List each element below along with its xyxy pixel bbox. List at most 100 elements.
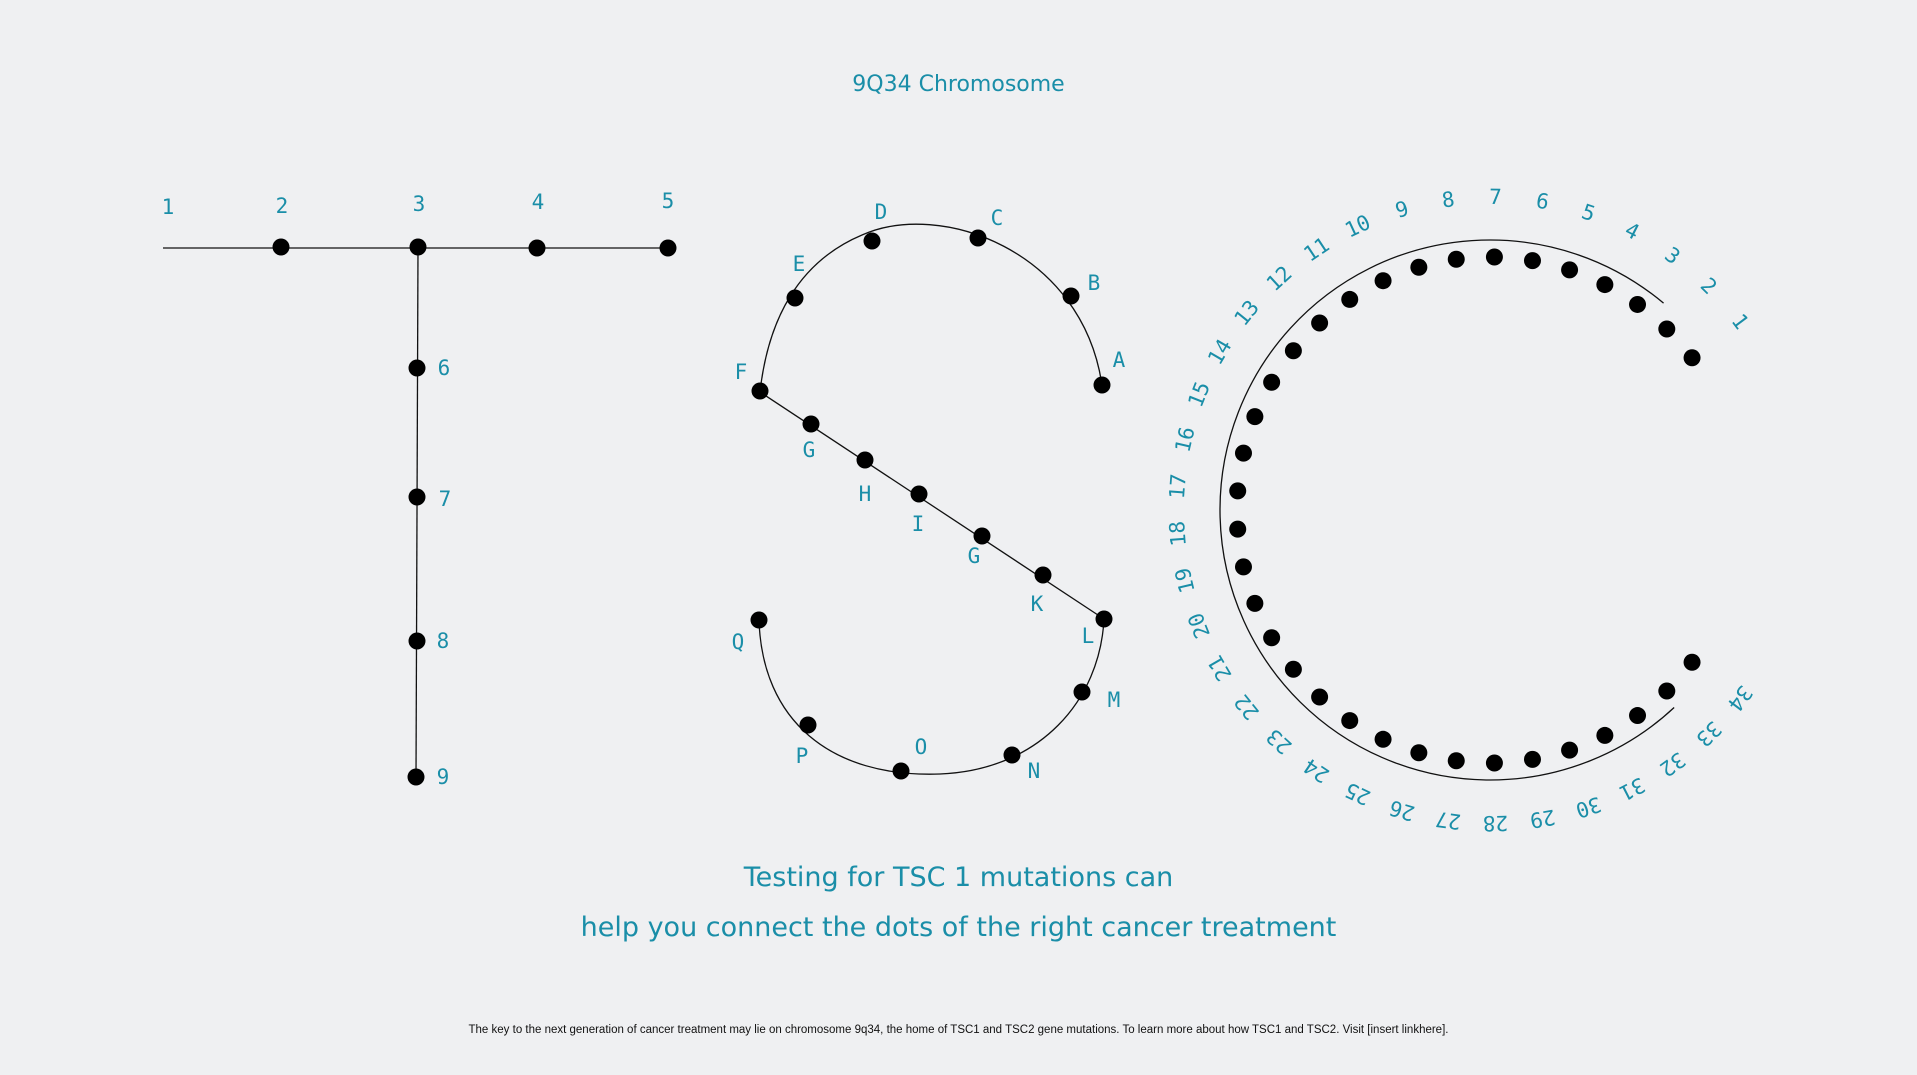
c-label-26: 26	[1386, 795, 1417, 825]
c-label-30: 30	[1573, 792, 1605, 823]
c-dot-22	[1284, 660, 1302, 678]
c-label-27: 27	[1434, 807, 1462, 834]
c-dot-18	[1229, 520, 1247, 538]
c-dot-32	[1629, 707, 1647, 725]
c-label-4: 4	[1621, 218, 1643, 245]
t-label-9: 9	[437, 765, 450, 789]
t-label-2: 2	[276, 194, 289, 218]
c-label-32: 32	[1655, 747, 1690, 781]
c-label-11: 11	[1299, 232, 1333, 266]
s-dot-17	[750, 611, 768, 629]
labels-layer: 1 2 3 4 56789ABCDEFGHIGKLMNOPQ12345678910111…	[162, 185, 1757, 835]
s-dot-8	[856, 451, 874, 469]
headline-line-2: help you connect the dots of the right c…	[580, 912, 1337, 943]
c-label-28: 28	[1483, 811, 1509, 835]
c-label-31: 31	[1615, 772, 1648, 805]
s-dot-11	[1034, 566, 1052, 584]
c-dot-14	[1263, 373, 1281, 391]
s-label-1: A	[1113, 348, 1126, 372]
s-label-5: E	[793, 252, 806, 276]
c-dot-11	[1341, 290, 1359, 308]
s-dot-2	[1062, 287, 1080, 305]
c-dot-21	[1263, 629, 1281, 647]
s-label-16: P	[796, 744, 809, 768]
c-label-1: 1	[1727, 309, 1754, 334]
c-dot-10	[1374, 272, 1392, 290]
s-dot-10	[973, 527, 991, 545]
c-label-25: 25	[1341, 777, 1374, 809]
c-dot-33	[1658, 682, 1676, 700]
c-label-16: 16	[1170, 425, 1199, 455]
c-label-5: 5	[1579, 200, 1599, 227]
c-label-6: 6	[1534, 189, 1551, 215]
c-label-17: 17	[1165, 473, 1191, 500]
c-arc-line	[1219, 239, 1675, 781]
s-label-15: O	[915, 735, 928, 759]
c-dot-19	[1234, 558, 1252, 576]
c-label-24: 24	[1299, 754, 1333, 788]
s-label-14: N	[1028, 759, 1041, 783]
c-dot-23	[1311, 688, 1329, 706]
s-dot-14	[1003, 746, 1021, 764]
c-label-33: 33	[1691, 716, 1726, 751]
c-dot-13	[1284, 342, 1302, 360]
c-label-12: 12	[1262, 261, 1297, 296]
c-label-21: 21	[1203, 651, 1236, 685]
c-dot-25	[1374, 730, 1392, 748]
s-top-arc	[759, 223, 1103, 393]
c-label-19: 19	[1170, 565, 1199, 595]
t-label-5: 5	[662, 189, 675, 213]
connector-lines	[163, 223, 1675, 781]
t-dot-7	[408, 488, 426, 506]
s-label-17: Q	[732, 630, 745, 654]
t-dot-9	[407, 768, 425, 786]
t-dot-8	[408, 632, 426, 650]
c-dot-17	[1229, 482, 1247, 500]
s-dot-5	[786, 289, 804, 307]
c-dot-5	[1561, 261, 1579, 279]
s-dot-1	[1093, 376, 1111, 394]
c-label-9: 9	[1393, 196, 1412, 223]
c-dot-15	[1246, 408, 1264, 426]
c-dot-9	[1410, 258, 1428, 276]
c-dot-7	[1485, 248, 1503, 266]
c-label-14: 14	[1203, 335, 1236, 369]
c-dot-20	[1246, 594, 1264, 612]
c-label-2: 2	[1696, 273, 1722, 299]
t-stem-line	[415, 247, 419, 778]
c-dot-12	[1311, 314, 1329, 332]
c-dot-1	[1683, 349, 1701, 367]
s-dot-15	[892, 762, 910, 780]
c-label-13: 13	[1229, 296, 1264, 331]
c-label-10: 10	[1341, 210, 1374, 242]
s-dot-7	[802, 415, 820, 433]
s-dot-16	[799, 716, 817, 734]
c-dot-8	[1447, 250, 1465, 268]
t-dot-4	[528, 239, 546, 257]
c-label-7: 7	[1489, 185, 1502, 209]
s-dot-6	[751, 382, 769, 400]
s-label-7: G	[803, 438, 816, 462]
c-dot-30	[1561, 741, 1579, 759]
c-dot-2	[1658, 320, 1676, 338]
c-dot-16	[1234, 444, 1252, 462]
c-label-29: 29	[1528, 805, 1557, 833]
c-dot-26	[1410, 744, 1428, 762]
c-dot-6	[1523, 252, 1541, 270]
c-label-22: 22	[1229, 690, 1264, 725]
s-dot-9	[910, 485, 928, 503]
t-dot-3	[409, 238, 427, 256]
s-dot-13	[1073, 683, 1091, 701]
c-dot-3	[1629, 295, 1647, 313]
t-dot-5	[659, 239, 677, 257]
c-dot-4	[1596, 276, 1614, 294]
t-label-1: 1	[162, 195, 175, 219]
c-dot-29	[1523, 750, 1541, 768]
s-label-10: G	[968, 544, 981, 568]
s-label-3: C	[991, 206, 1004, 230]
dots-layer	[272, 229, 1701, 786]
c-label-18: 18	[1165, 520, 1191, 547]
s-label-9: I	[912, 512, 925, 536]
s-dot-3	[969, 229, 987, 247]
